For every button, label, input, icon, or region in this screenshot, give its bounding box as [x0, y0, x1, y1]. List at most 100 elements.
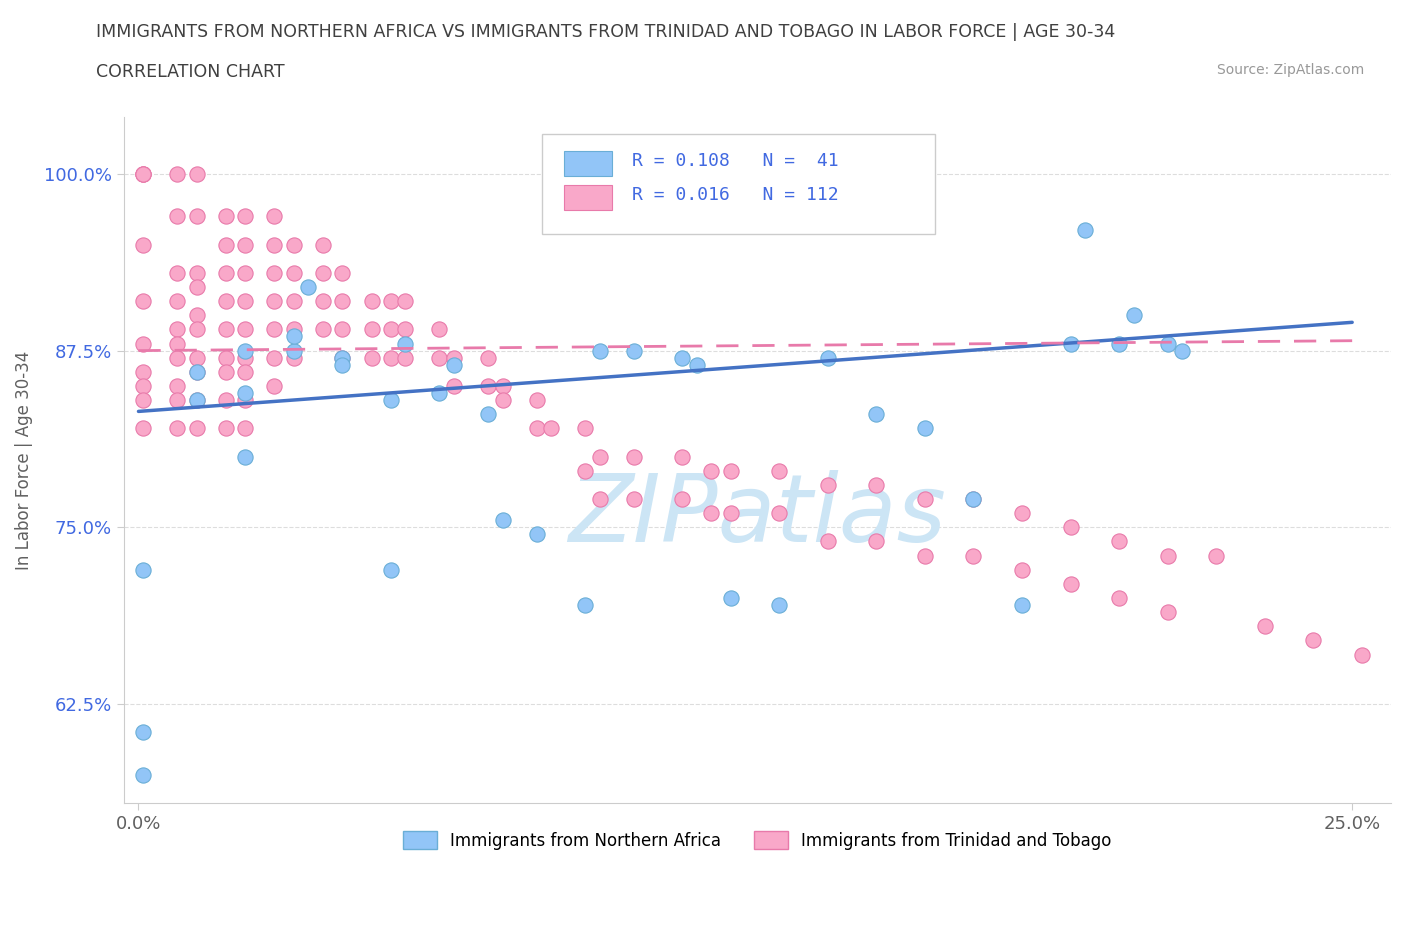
- Point: [297, 280, 319, 295]
- Point: [429, 351, 451, 365]
- Point: [215, 351, 238, 365]
- Point: [186, 166, 208, 181]
- Point: [865, 406, 887, 421]
- Point: [360, 351, 382, 365]
- Point: [623, 492, 645, 507]
- Point: [233, 209, 256, 224]
- Point: [380, 294, 402, 309]
- Point: [215, 294, 238, 309]
- Point: [186, 351, 208, 365]
- Point: [332, 322, 354, 337]
- Point: [865, 477, 887, 492]
- Point: [1122, 308, 1144, 323]
- Point: [1205, 548, 1227, 563]
- Point: [1156, 548, 1178, 563]
- Point: [394, 294, 416, 309]
- FancyBboxPatch shape: [564, 185, 612, 210]
- Point: [283, 351, 305, 365]
- Point: [443, 357, 465, 372]
- Point: [686, 357, 709, 372]
- Point: [720, 591, 742, 605]
- Point: [589, 449, 612, 464]
- Point: [768, 463, 790, 478]
- Point: [394, 322, 416, 337]
- Point: [671, 351, 693, 365]
- Point: [526, 527, 548, 542]
- Point: [186, 365, 208, 379]
- Point: [1011, 563, 1033, 578]
- Point: [263, 351, 285, 365]
- Point: [574, 421, 596, 436]
- Point: [283, 343, 305, 358]
- Point: [1011, 506, 1033, 521]
- Point: [233, 365, 256, 379]
- Point: [132, 336, 155, 351]
- Point: [215, 365, 238, 379]
- Point: [215, 265, 238, 280]
- Point: [589, 343, 612, 358]
- Point: [700, 463, 723, 478]
- Point: [526, 421, 548, 436]
- Point: [443, 379, 465, 393]
- Point: [817, 477, 839, 492]
- Point: [263, 265, 285, 280]
- Point: [215, 392, 238, 407]
- FancyBboxPatch shape: [564, 151, 612, 176]
- Point: [720, 463, 742, 478]
- Point: [914, 548, 936, 563]
- Point: [132, 563, 155, 578]
- Point: [574, 463, 596, 478]
- Point: [1108, 591, 1130, 605]
- Point: [962, 548, 984, 563]
- Point: [166, 294, 188, 309]
- Point: [671, 449, 693, 464]
- Y-axis label: In Labor Force | Age 30-34: In Labor Force | Age 30-34: [15, 351, 32, 570]
- Point: [233, 237, 256, 252]
- Point: [477, 379, 499, 393]
- Point: [720, 506, 742, 521]
- Point: [132, 365, 155, 379]
- Point: [186, 392, 208, 407]
- Point: [263, 322, 285, 337]
- Point: [233, 421, 256, 436]
- Point: [132, 421, 155, 436]
- Point: [768, 506, 790, 521]
- Point: [360, 294, 382, 309]
- Point: [132, 166, 155, 181]
- Point: [394, 351, 416, 365]
- Text: ZIPatlas: ZIPatlas: [568, 470, 946, 561]
- Point: [186, 308, 208, 323]
- Point: [1171, 343, 1194, 358]
- Point: [283, 329, 305, 344]
- Point: [312, 322, 335, 337]
- Point: [1156, 336, 1178, 351]
- Point: [1302, 633, 1324, 648]
- Point: [1074, 223, 1097, 238]
- Point: [166, 336, 188, 351]
- Point: [491, 392, 513, 407]
- Point: [263, 209, 285, 224]
- Point: [233, 449, 256, 464]
- Point: [132, 392, 155, 407]
- Point: [623, 343, 645, 358]
- Point: [1254, 618, 1277, 633]
- Point: [491, 379, 513, 393]
- Point: [132, 767, 155, 782]
- Text: Source: ZipAtlas.com: Source: ZipAtlas.com: [1216, 63, 1364, 77]
- Point: [166, 209, 188, 224]
- Point: [312, 294, 335, 309]
- Point: [914, 421, 936, 436]
- Point: [166, 392, 188, 407]
- Point: [186, 392, 208, 407]
- Point: [671, 492, 693, 507]
- Point: [166, 421, 188, 436]
- Point: [831, 166, 853, 181]
- Point: [443, 351, 465, 365]
- Point: [233, 351, 256, 365]
- Point: [233, 392, 256, 407]
- Point: [263, 237, 285, 252]
- Point: [477, 351, 499, 365]
- Point: [1011, 598, 1033, 613]
- Point: [166, 265, 188, 280]
- Point: [380, 322, 402, 337]
